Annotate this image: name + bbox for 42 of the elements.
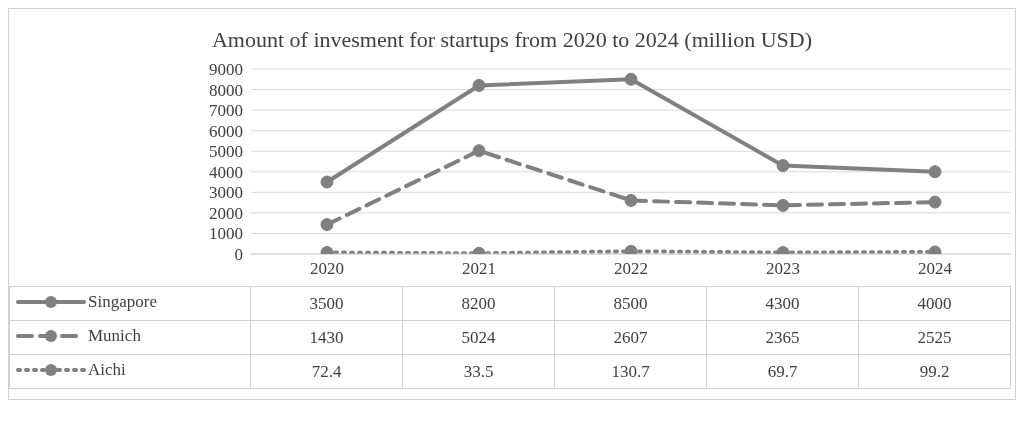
- x-tick-label: 2024: [918, 259, 953, 279]
- legend-label: Aichi: [88, 360, 126, 380]
- data-label: 33.5: [402, 354, 555, 389]
- y-tick-label: 2000: [209, 203, 243, 223]
- point: [320, 218, 334, 232]
- data-label: 4000: [858, 286, 1011, 321]
- legend-label: Munich: [88, 326, 141, 346]
- y-tick-label: 5000: [209, 142, 243, 162]
- point: [928, 195, 942, 209]
- y-tick-label: 6000: [209, 121, 243, 141]
- x-tick-label: 2022: [614, 259, 648, 279]
- x-tick-label: 2020: [310, 259, 344, 279]
- point: [320, 175, 334, 189]
- data-label: 130.7: [554, 354, 707, 389]
- y-tick-label: 4000: [209, 162, 243, 182]
- point: [624, 193, 638, 207]
- data-label: 2525: [858, 320, 1011, 355]
- point: [776, 159, 790, 173]
- data-label: 8500: [554, 286, 707, 321]
- point: [776, 198, 790, 212]
- y-tick-label: 1000: [209, 224, 243, 244]
- data-label: 1430: [250, 320, 403, 355]
- data-label: 3500: [250, 286, 403, 321]
- x-tick-label: 2023: [766, 259, 800, 279]
- data-label: 8200: [402, 286, 555, 321]
- legend-label: Singapore: [88, 292, 157, 312]
- y-tick-label: 9000: [209, 60, 243, 80]
- point: [472, 144, 486, 158]
- data-label: 4300: [706, 286, 859, 321]
- x-tick-label: 2021: [462, 259, 496, 279]
- data-label: 2365: [706, 320, 859, 355]
- y-tick-label: 0: [234, 245, 243, 265]
- point: [928, 165, 942, 179]
- y-tick-label: 8000: [209, 80, 243, 100]
- y-tick-label: 3000: [209, 183, 243, 203]
- data-label: 69.7: [706, 354, 859, 389]
- data-label: 5024: [402, 320, 555, 355]
- data-label: 72.4: [250, 354, 403, 389]
- data-label: 99.2: [858, 354, 1011, 389]
- chart-title: Amount of invesment for startups from 2020 to 2024 (million USD): [210, 26, 814, 54]
- data-label: 2607: [554, 320, 707, 355]
- y-tick-label: 7000: [209, 101, 243, 121]
